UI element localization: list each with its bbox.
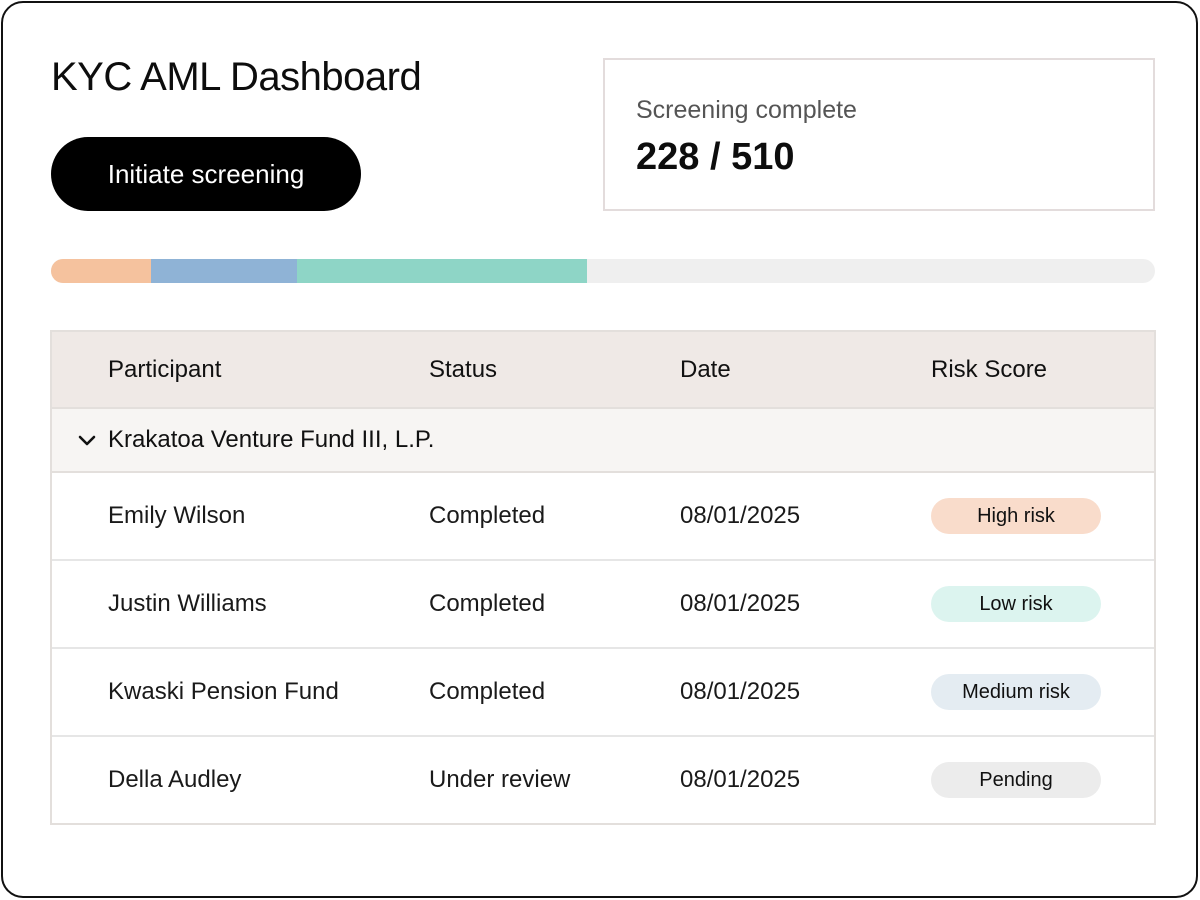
risk-score-cell: Medium risk: [931, 649, 1101, 735]
table-row[interactable]: Justin Williams Completed 08/01/2025 Low ri…: [52, 561, 1154, 649]
table-header: Participant Status Date Risk Score: [52, 332, 1154, 409]
date-text: 08/01/2025: [680, 590, 801, 617]
status-text: Completed: [429, 678, 546, 705]
risk-score-cell: High risk: [931, 473, 1101, 559]
date-text: 08/01/2025: [680, 502, 801, 529]
table-row[interactable]: Kwaski Pension Fund Completed 08/01/2025 Me…: [52, 649, 1154, 737]
column-header-status[interactable]: Status: [429, 355, 498, 383]
table-row[interactable]: Della Audley Under review 08/01/2025 Pendin…: [52, 737, 1154, 823]
group-label: Krakatoa Venture Fund III, L.P.: [108, 426, 435, 453]
table-body: Emily Wilson Completed 08/01/2025 High risk…: [52, 473, 1154, 823]
progress-segment-low-risk: [297, 259, 587, 283]
screening-progress-bar: [51, 259, 1155, 283]
risk-badge: Medium risk: [931, 674, 1101, 710]
progress-segment-high-risk: [51, 259, 151, 283]
risk-badge: Pending: [931, 762, 1101, 798]
date-text: 08/01/2025: [680, 678, 801, 705]
risk-badge: Low risk: [931, 586, 1101, 622]
participant-name: Justin Williams: [108, 590, 267, 617]
table-row[interactable]: Emily Wilson Completed 08/01/2025 High risk: [52, 473, 1154, 561]
date-text: 08/01/2025: [680, 766, 801, 793]
initiate-screening-button[interactable]: Initiate screening: [51, 137, 361, 211]
column-header-risk-score[interactable]: Risk Score: [931, 355, 1048, 383]
chevron-down-icon[interactable]: [78, 432, 96, 450]
status-text: Completed: [429, 590, 546, 617]
participants-table: Participant Status Date Risk Score Kraka…: [50, 330, 1156, 825]
risk-score-cell: Pending: [931, 737, 1101, 823]
risk-score-cell: Low risk: [931, 561, 1101, 647]
screening-count: 228 / 510: [636, 136, 795, 178]
participant-name: Emily Wilson: [108, 502, 246, 529]
page-title: KYC AML Dashboard: [51, 55, 422, 99]
progress-segment-medium-risk: [150, 259, 298, 283]
screening-label: Screening complete: [636, 96, 857, 124]
group-row-toggle[interactable]: Krakatoa Venture Fund III, L.P.: [52, 409, 1154, 473]
column-header-participant[interactable]: Participant: [108, 355, 222, 383]
screening-summary-card: Screening complete 228 / 510: [603, 58, 1155, 211]
risk-badge: High risk: [931, 498, 1101, 534]
participant-name: Della Audley: [108, 766, 242, 793]
column-header-date[interactable]: Date: [680, 355, 731, 383]
participant-name: Kwaski Pension Fund: [108, 678, 339, 705]
status-text: Under review: [429, 766, 571, 793]
status-text: Completed: [429, 502, 546, 529]
